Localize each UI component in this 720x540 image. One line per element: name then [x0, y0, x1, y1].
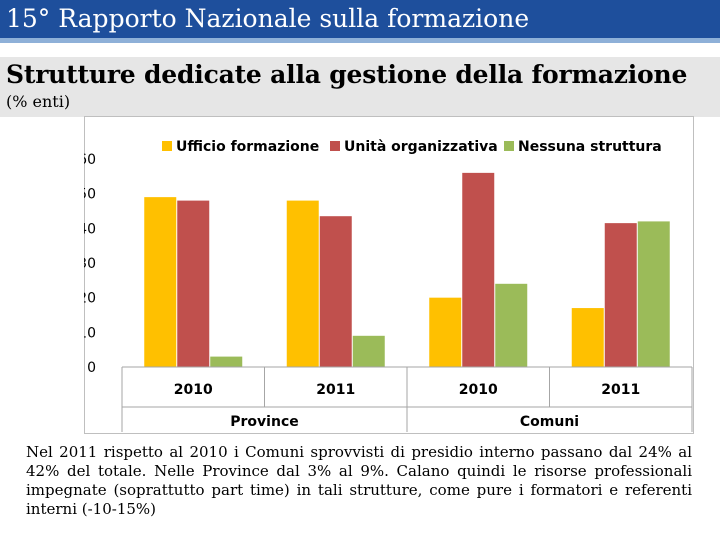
- y-tick-label-60: 60: [84, 152, 96, 168]
- bar-nessuna-struttura-0: [210, 356, 243, 367]
- chart-legend: Ufficio formazione Unità organizzativa Nes…: [162, 139, 662, 155]
- y-tick-label-10: 10: [84, 325, 96, 341]
- bar-ufficio-formazione-2: [429, 297, 462, 367]
- bar-ufficio-formazione-0: [144, 197, 177, 367]
- y-tick-label-50: 50: [84, 187, 96, 203]
- bar-unit-organizzativa-2: [462, 172, 495, 367]
- report-title: 15° Rapporto Nazionale sulla formazione: [6, 4, 530, 33]
- header-bar: [0, 0, 720, 38]
- bar-nessuna-struttura-3: [637, 221, 670, 367]
- x-tick-label-1: 2011: [316, 382, 355, 398]
- y-tick-label-20: 20: [84, 291, 96, 307]
- bar-unit-organizzativa-0: [177, 200, 210, 367]
- slide-subtitle: (% enti): [6, 92, 71, 111]
- y-tick-label-40: 40: [84, 221, 96, 237]
- x-tick-label-0: 2010: [174, 382, 213, 398]
- legend-label-unit-organizzativa: Unità organizzativa: [344, 139, 498, 155]
- bar-nessuna-struttura-2: [495, 283, 528, 367]
- bar-ufficio-formazione-1: [286, 200, 319, 367]
- header-accent-strip: [0, 38, 720, 43]
- title-band: [0, 57, 720, 117]
- x-tick-label-3: 2011: [601, 382, 640, 398]
- legend-swatch-ufficio-formazione: [162, 141, 172, 151]
- caption-text: Nel 2011 rispetto al 2010 i Comuni sprov…: [26, 443, 692, 518]
- legend-swatch-nessuna-struttura: [504, 141, 514, 151]
- bar-ufficio-formazione-3: [571, 308, 604, 367]
- bars: [144, 172, 670, 367]
- chart-canvas: Ufficio formazione Unità organizzativa Nes…: [78, 116, 694, 434]
- group-label-comuni: Comuni: [520, 414, 579, 430]
- slide-title: Strutture dedicate alla gestione della f…: [6, 60, 688, 89]
- bar-nessuna-struttura-1: [352, 335, 385, 367]
- legend-label-ufficio-formazione: Ufficio formazione: [176, 139, 319, 155]
- bar-unit-organizzativa-3: [604, 223, 637, 367]
- bar-unit-organizzativa-1: [319, 216, 352, 367]
- group-label-province: Province: [230, 414, 298, 430]
- x-axis: 2010 2011 2010 2011 Province Comuni: [121, 366, 693, 432]
- legend-label-nessuna-struttura: Nessuna struttura: [518, 139, 662, 155]
- y-tick-label-0: 0: [87, 360, 96, 376]
- y-tick-label-30: 30: [84, 256, 96, 272]
- bar-chart: Ufficio formazione Unità organizzativa Nes…: [78, 116, 694, 434]
- legend-swatch-unit-organizzativa: [330, 141, 340, 151]
- x-tick-label-2: 2010: [459, 382, 498, 398]
